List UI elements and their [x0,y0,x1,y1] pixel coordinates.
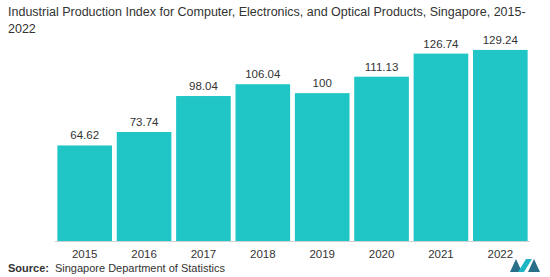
x-tick-label: 2018 [250,248,276,260]
bar [354,77,409,241]
data-label: 64.62 [70,129,99,141]
x-tick-label: 2021 [428,248,454,260]
bar [236,84,291,241]
data-label: 126.74 [423,38,459,50]
x-tick-label: 2019 [309,248,335,260]
source-label: Source: [8,262,49,274]
data-label: 73.74 [130,116,159,128]
x-tick-label: 2017 [191,248,217,260]
source-text: Singapore Department of Statistics [55,262,225,274]
bar [414,54,469,241]
x-tick-label: 2022 [488,248,514,260]
bar [176,96,231,241]
data-label: 100 [313,77,332,89]
source: Source: Singapore Department of Statistic… [8,262,225,274]
data-label: 98.04 [189,80,218,92]
x-tick-label: 2020 [369,248,395,260]
x-tick-label: 2015 [72,248,98,260]
data-label: 111.13 [365,61,398,73]
x-tick-label: 2016 [131,248,157,260]
bar [473,50,528,241]
bar [117,132,172,241]
chart: 64.62 2015 73.74 2016 98.04 2017 106.04 2018 100… [0,0,550,277]
bar [295,93,350,241]
bars [57,50,527,241]
bar [57,145,112,241]
logo [510,259,540,272]
title: Industrial Production Index for Computer… [8,4,536,38]
labels: 64.62 2015 73.74 2016 98.04 2017 106.04 2018 100… [70,34,518,260]
data-label: 106.04 [245,68,281,80]
data-label: 129.24 [483,34,519,46]
x-axis [55,241,530,242]
